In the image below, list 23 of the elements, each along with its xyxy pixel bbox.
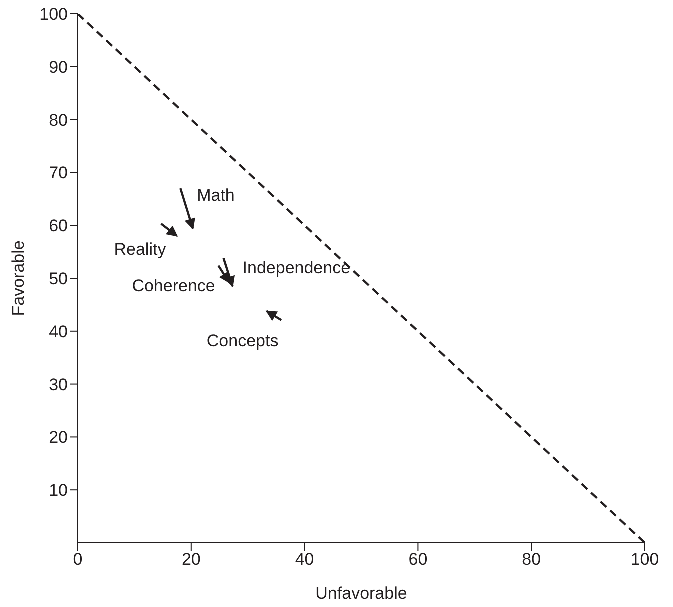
- x-tick-label: 0: [73, 550, 83, 570]
- x-tick-label: 40: [295, 550, 314, 570]
- series-label: Math: [197, 186, 235, 205]
- series-label: Concepts: [206, 331, 279, 350]
- x-tick-label: 60: [408, 550, 428, 570]
- y-tick-label: 40: [49, 322, 68, 342]
- x-tick-label: 100: [630, 550, 660, 570]
- y-tick-label: 70: [49, 164, 68, 183]
- x-axis-title: Unfavorable: [316, 584, 408, 603]
- y-tick-label: 10: [49, 481, 68, 500]
- series-label: Coherence: [132, 276, 216, 296]
- y-tick-label: 50: [49, 270, 68, 289]
- series-label: Independence: [242, 258, 351, 278]
- y-tick-label: 100: [40, 5, 68, 24]
- y-tick-label: 90: [49, 58, 68, 77]
- y-tick-label: 20: [49, 428, 68, 448]
- y-tick-label: 60: [49, 216, 68, 236]
- x-tick-label: 80: [522, 550, 542, 570]
- y-tick-label: 80: [49, 110, 68, 130]
- x-tick-label: 20: [182, 550, 201, 570]
- series-label: Reality: [114, 240, 167, 260]
- y-axis-title: Favorable: [9, 240, 28, 316]
- y-tick-label: 30: [49, 375, 68, 394]
